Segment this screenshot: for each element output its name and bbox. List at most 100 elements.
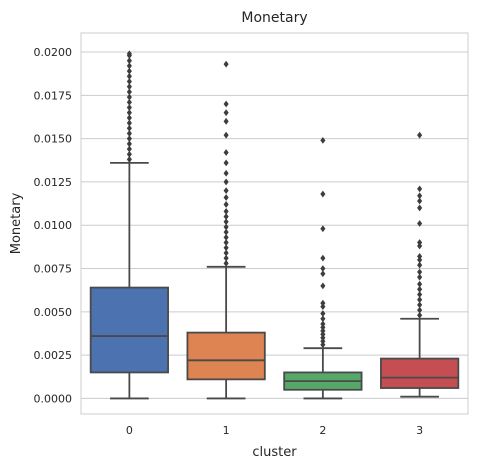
outlier-point	[223, 149, 229, 156]
outlier-point	[417, 285, 423, 293]
outlier-point	[417, 197, 423, 205]
plot-frame	[80, 32, 469, 415]
outlier-point	[126, 88, 132, 96]
y-tick-label: 0.0100	[34, 219, 73, 232]
outlier-point	[223, 259, 229, 267]
outlier-point	[126, 150, 132, 158]
outlier-point	[320, 225, 326, 233]
outlier-point	[320, 190, 326, 198]
outlier-point	[126, 109, 132, 117]
iqr-box	[186, 331, 266, 381]
outlier-point	[223, 169, 229, 177]
iqr-box	[380, 357, 460, 389]
outlier-point	[320, 341, 326, 349]
outlier-point	[417, 306, 423, 314]
outlier-point	[223, 60, 229, 68]
y-tick-label: 0.0075	[34, 263, 73, 276]
outlier-point	[320, 282, 326, 290]
outlier-point	[223, 178, 229, 186]
box-cluster-0	[89, 50, 169, 400]
x-tick-label: 0	[126, 424, 133, 437]
outlier-point	[417, 239, 423, 246]
y-tick-label: 0.0150	[34, 133, 73, 146]
outlier-point	[417, 311, 423, 319]
outlier-point	[223, 100, 229, 108]
x-tick-label: 2	[319, 424, 326, 437]
x-tick-label: 3	[416, 424, 423, 437]
outlier-point	[223, 159, 229, 167]
outlier-point	[126, 57, 132, 65]
x-axis-label: cluster	[252, 445, 297, 460]
outlier-point	[320, 324, 326, 331]
outlier-point	[126, 156, 132, 163]
outlier-point	[223, 254, 229, 262]
outlier-point	[417, 273, 423, 281]
outlier-point	[126, 145, 132, 153]
outlier-point	[126, 50, 132, 58]
outlier-point	[126, 67, 132, 75]
outlier-point	[320, 136, 326, 144]
outlier-point	[320, 320, 326, 328]
outlier-point	[126, 135, 132, 143]
outlier-point	[126, 83, 132, 91]
outlier-point	[320, 334, 326, 342]
outlier-point	[223, 218, 229, 226]
outlier-point	[223, 244, 229, 252]
outlier-point	[126, 93, 132, 101]
box-cluster-3	[380, 131, 460, 398]
box-cluster-1	[186, 60, 266, 400]
outlier-point	[223, 109, 229, 117]
outlier-point	[417, 291, 423, 298]
outlier-point	[417, 301, 423, 309]
outlier-point	[223, 233, 229, 241]
outlier-point	[223, 207, 229, 215]
outlier-point	[223, 194, 229, 201]
box-cluster-2	[283, 136, 363, 400]
y-tick-label: 0.0050	[34, 306, 73, 319]
outlier-point	[126, 78, 132, 85]
tick-labels: 0.0000 0.0025 0.0050 0.0075 0.0100 0.0125 0.01…	[34, 46, 424, 437]
iqr-box	[89, 286, 169, 374]
outlier-point	[417, 131, 423, 139]
outlier-point	[126, 124, 132, 132]
outlier-point	[223, 187, 229, 194]
outlier-point	[417, 268, 423, 276]
outlier-point	[126, 72, 132, 80]
outlier-point	[417, 242, 423, 250]
outlier-point	[417, 253, 423, 260]
x-tick-label: 1	[223, 424, 230, 437]
outlier-point	[126, 114, 132, 122]
outlier-point	[223, 223, 229, 231]
outlier-point	[417, 261, 423, 269]
outlier-point	[320, 337, 326, 345]
outlier-point	[417, 185, 423, 193]
y-tick-label: 0.0000	[34, 392, 73, 405]
outlier-point	[223, 213, 229, 220]
outlier-point	[320, 310, 326, 317]
outlier-point	[320, 299, 326, 307]
boxes	[89, 50, 460, 400]
outlier-point	[126, 104, 132, 111]
outlier-point	[320, 303, 326, 311]
outlier-point	[320, 254, 326, 262]
outlier-point	[223, 249, 229, 257]
outlier-point	[417, 220, 423, 227]
outlier-point	[417, 192, 423, 200]
outlier-point	[126, 98, 132, 106]
chart-title: Monetary	[241, 10, 307, 26]
outlier-point	[126, 130, 132, 137]
outlier-point	[223, 131, 229, 139]
outlier-point	[417, 280, 423, 288]
outlier-point	[320, 265, 326, 272]
outlier-point	[320, 315, 326, 323]
outlier-point	[126, 62, 132, 70]
y-tick-label: 0.0025	[34, 349, 73, 362]
outlier-point	[126, 140, 132, 148]
y-tick-label: 0.0200	[34, 46, 73, 59]
outlier-point	[320, 330, 326, 338]
outlier-point	[417, 256, 423, 264]
y-axis-label: Monetary	[9, 192, 24, 254]
outlier-point	[126, 119, 132, 127]
y-tick-label: 0.0175	[34, 89, 73, 102]
